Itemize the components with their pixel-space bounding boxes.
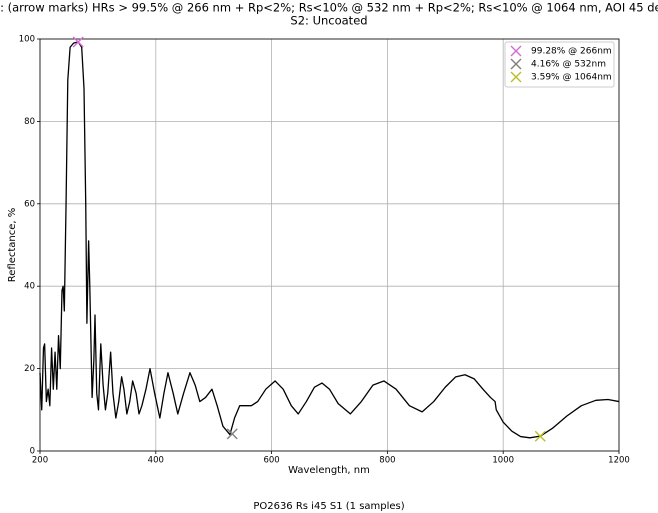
marker	[226, 428, 238, 440]
legend-label: 4.16% @ 532nm	[531, 60, 606, 70]
data-line	[39, 41, 620, 439]
y-tick-label: 0	[30, 447, 35, 457]
legend-box	[504, 41, 615, 88]
chart-subtitle: S2: Uncoated	[290, 14, 367, 28]
y-tick-label: 100	[19, 35, 35, 45]
marker	[534, 430, 546, 442]
legend-swatch	[510, 71, 522, 83]
legend-label: 3.59% @ 1064nm	[531, 73, 612, 83]
x-axis-label: Wavelength, nm	[288, 465, 370, 476]
x-tick-label: 1200	[608, 456, 630, 466]
plot-frame	[39, 38, 620, 452]
x-tick-label: 200	[32, 456, 48, 466]
y-tick-label: 40	[24, 282, 35, 292]
legend-label: 99.28% @ 266nm	[531, 47, 612, 57]
legend-swatch	[510, 45, 522, 57]
y-tick-label: 60	[24, 199, 35, 209]
legend-swatch	[510, 58, 522, 70]
y-axis-label: Reflectance, %	[7, 208, 18, 283]
x-tick-label: 1000	[492, 456, 514, 466]
footer: PO2636 Rs i45 S1 (1 samples)	[253, 501, 404, 512]
chart-title: S1: (arrow marks) HRs > 99.5% @ 266 nm +…	[0, 1, 658, 15]
y-tick-label: 20	[24, 364, 35, 374]
x-tick-label: 400	[148, 456, 164, 466]
x-tick-label: 600	[263, 456, 279, 466]
y-tick-label: 80	[24, 117, 35, 127]
x-tick-label: 800	[379, 456, 395, 466]
marker	[72, 36, 84, 48]
